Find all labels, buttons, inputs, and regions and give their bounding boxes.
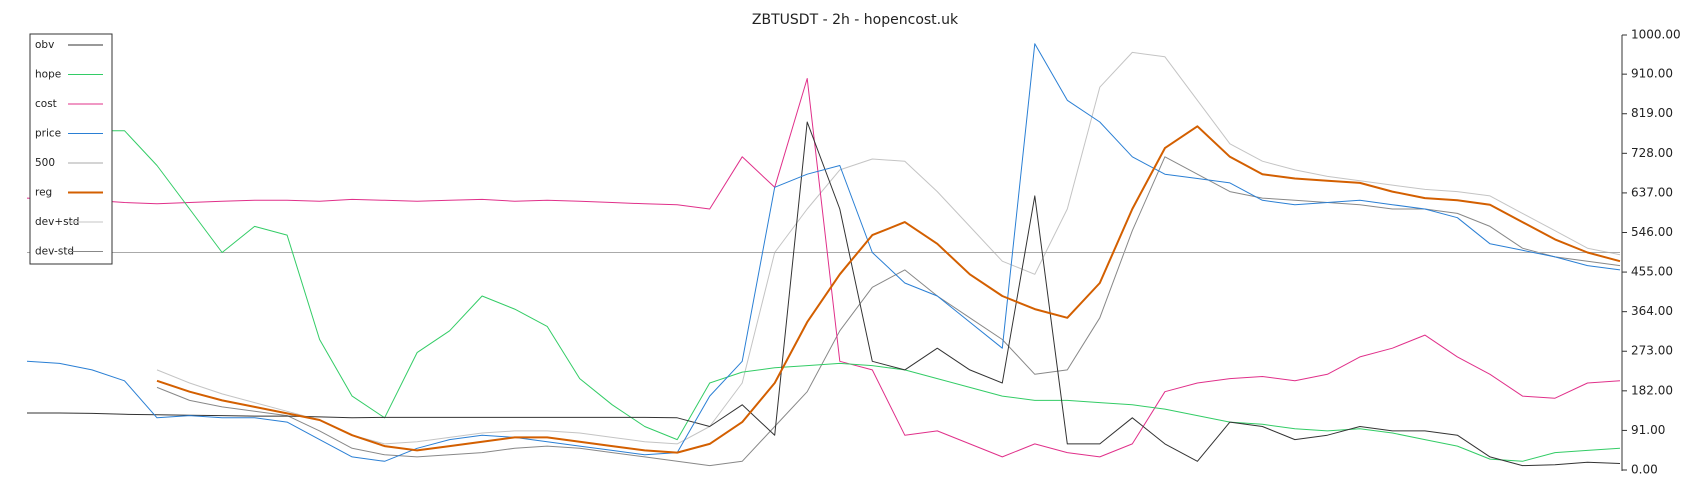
legend-label: reg bbox=[35, 187, 52, 199]
legend-label: dev+std bbox=[35, 216, 79, 228]
y-tick-label: 728.00 bbox=[1631, 146, 1673, 160]
y-tick-label: 819.00 bbox=[1631, 106, 1673, 120]
y-tick-label: 546.00 bbox=[1631, 225, 1673, 239]
y-tick-label: 364.00 bbox=[1631, 304, 1673, 318]
y-tick-label: 182.00 bbox=[1631, 383, 1673, 397]
y-tick-label: 273.00 bbox=[1631, 344, 1673, 358]
legend-label: obv bbox=[35, 39, 54, 51]
y-tick-label: 910.00 bbox=[1631, 67, 1673, 81]
series-line bbox=[156, 125, 1621, 454]
series-line bbox=[156, 156, 1621, 467]
series-line bbox=[92, 130, 1621, 462]
series-line bbox=[26, 43, 1621, 462]
y-tick-label: 1000.00 bbox=[1631, 28, 1681, 42]
series-line bbox=[27, 121, 1621, 467]
legend-box bbox=[29, 33, 113, 265]
legend-label: dev-std bbox=[35, 246, 74, 258]
legend-label: 500 bbox=[35, 157, 55, 169]
y-tick-label: 455.00 bbox=[1631, 265, 1673, 279]
series-line bbox=[156, 51, 1621, 445]
legend-label: price bbox=[35, 128, 61, 140]
chart-title: ZBTUSDT - 2h - hopencost.uk bbox=[752, 12, 959, 28]
plot-area bbox=[26, 43, 1621, 467]
series-line bbox=[26, 78, 1621, 458]
y-tick-label: 91.00 bbox=[1631, 423, 1665, 437]
y-tick-label: 0.00 bbox=[1631, 463, 1658, 477]
y-tick-label: 637.00 bbox=[1631, 185, 1673, 199]
legend: obv hope cost price 500 reg dev+std dev-std bbox=[29, 33, 113, 265]
legend-label: hope bbox=[35, 69, 61, 81]
legend-label: cost bbox=[35, 98, 57, 110]
